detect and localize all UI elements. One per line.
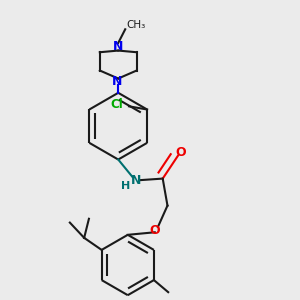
Text: N: N	[130, 174, 141, 187]
Text: Cl: Cl	[110, 98, 123, 111]
Text: H: H	[121, 181, 130, 191]
Text: CH₃: CH₃	[127, 20, 146, 31]
Text: N: N	[112, 75, 122, 88]
Text: N: N	[113, 40, 123, 53]
Text: O: O	[175, 146, 186, 159]
Text: O: O	[149, 224, 160, 237]
